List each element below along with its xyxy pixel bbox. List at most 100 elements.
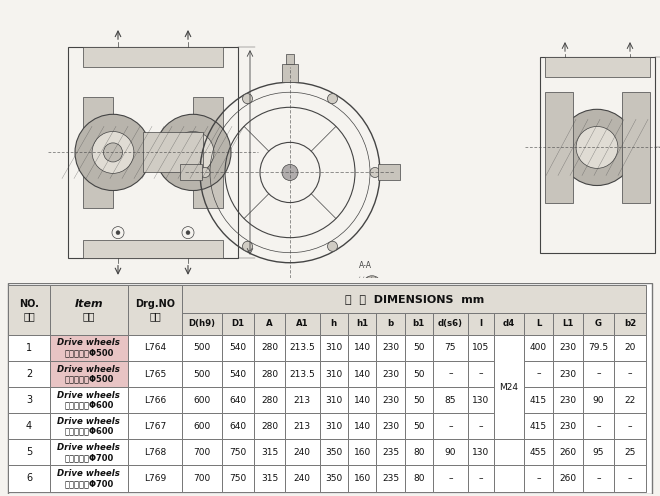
Bar xyxy=(319,439,348,465)
Bar xyxy=(128,413,182,439)
Bar xyxy=(552,387,583,413)
Bar xyxy=(222,439,254,465)
Bar xyxy=(222,335,254,361)
Text: 540: 540 xyxy=(230,343,247,353)
Text: 213: 213 xyxy=(294,422,311,431)
Text: L: L xyxy=(536,319,541,328)
Bar xyxy=(254,413,285,439)
Text: 600: 600 xyxy=(193,422,211,431)
Bar xyxy=(583,387,614,413)
Text: 600: 600 xyxy=(193,396,211,405)
Text: 310: 310 xyxy=(325,343,343,353)
Text: b1: b1 xyxy=(412,319,425,328)
Text: 280: 280 xyxy=(261,370,278,378)
Bar xyxy=(222,413,254,439)
Bar xyxy=(348,313,376,335)
Text: 尺  寸  DIMENSIONS  mm: 尺 寸 DIMENSIONS mm xyxy=(345,294,484,304)
Text: Drive wheels: Drive wheels xyxy=(57,443,120,452)
Text: 240: 240 xyxy=(294,474,311,483)
Bar xyxy=(182,361,222,387)
Text: 主动车轮组Φ600: 主动车轮组Φ600 xyxy=(64,401,114,410)
Text: 213.5: 213.5 xyxy=(289,370,315,378)
Text: 230: 230 xyxy=(559,370,576,378)
Text: D1: D1 xyxy=(232,319,245,328)
Circle shape xyxy=(183,143,203,162)
Text: 名称: 名称 xyxy=(82,311,95,321)
Bar xyxy=(222,387,254,413)
Bar xyxy=(433,413,468,439)
Text: –: – xyxy=(537,474,541,483)
Circle shape xyxy=(327,94,337,104)
Bar xyxy=(376,361,405,387)
Text: 750: 750 xyxy=(230,474,247,483)
Bar xyxy=(254,439,285,465)
Text: b: b xyxy=(387,319,393,328)
Bar xyxy=(182,465,222,492)
Text: 50: 50 xyxy=(413,343,424,353)
Text: –: – xyxy=(478,422,483,431)
Bar xyxy=(348,413,376,439)
Bar xyxy=(319,335,348,361)
Bar xyxy=(254,335,285,361)
Bar xyxy=(319,313,348,335)
Bar xyxy=(376,313,405,335)
Text: 640: 640 xyxy=(230,396,247,405)
Text: 230: 230 xyxy=(382,370,399,378)
Bar xyxy=(319,361,348,387)
Text: –: – xyxy=(596,370,601,378)
Text: 140: 140 xyxy=(354,343,371,353)
Bar xyxy=(614,465,646,492)
Bar xyxy=(433,387,468,413)
Bar xyxy=(614,335,646,361)
Bar xyxy=(286,54,294,64)
Bar xyxy=(552,335,583,361)
Text: 德: 德 xyxy=(346,340,412,446)
Circle shape xyxy=(172,131,214,174)
Text: 序号: 序号 xyxy=(23,311,35,321)
Circle shape xyxy=(327,241,337,251)
Circle shape xyxy=(92,131,134,174)
Bar xyxy=(8,387,50,413)
Bar xyxy=(50,361,128,387)
Text: 230: 230 xyxy=(559,396,576,405)
Bar xyxy=(376,465,405,492)
Text: 280: 280 xyxy=(261,343,278,353)
Text: –: – xyxy=(628,474,632,483)
Text: Item: Item xyxy=(75,299,103,309)
Text: L767: L767 xyxy=(144,422,166,431)
Bar xyxy=(222,465,254,492)
Bar xyxy=(524,439,552,465)
Bar xyxy=(468,313,494,335)
Circle shape xyxy=(559,109,635,186)
Text: 230: 230 xyxy=(382,343,399,353)
Bar xyxy=(405,413,433,439)
Text: –: – xyxy=(596,474,601,483)
Text: 230: 230 xyxy=(382,396,399,405)
Text: 260: 260 xyxy=(559,448,576,457)
Bar xyxy=(524,361,552,387)
Text: 95: 95 xyxy=(593,448,604,457)
Bar xyxy=(494,313,524,335)
Text: 主动车轮组Φ700: 主动车轮组Φ700 xyxy=(64,479,114,488)
Text: 750: 750 xyxy=(230,448,247,457)
Text: l: l xyxy=(479,319,482,328)
Bar xyxy=(348,465,376,492)
Text: 230: 230 xyxy=(382,422,399,431)
Bar xyxy=(182,387,222,413)
Text: –: – xyxy=(628,422,632,431)
Text: 4: 4 xyxy=(26,421,32,431)
Text: –: – xyxy=(478,370,483,378)
Text: 85: 85 xyxy=(445,396,456,405)
Bar xyxy=(405,387,433,413)
Bar xyxy=(182,335,222,361)
Bar xyxy=(68,47,238,258)
Text: L1: L1 xyxy=(562,319,574,328)
Bar xyxy=(254,313,285,335)
Text: 105: 105 xyxy=(472,343,490,353)
Bar xyxy=(285,465,319,492)
Text: 被动车轮组Φ500: 被动车轮组Φ500 xyxy=(64,374,114,383)
Text: 315: 315 xyxy=(261,474,279,483)
Circle shape xyxy=(200,168,210,178)
Bar xyxy=(285,413,319,439)
Text: L768: L768 xyxy=(144,448,166,457)
